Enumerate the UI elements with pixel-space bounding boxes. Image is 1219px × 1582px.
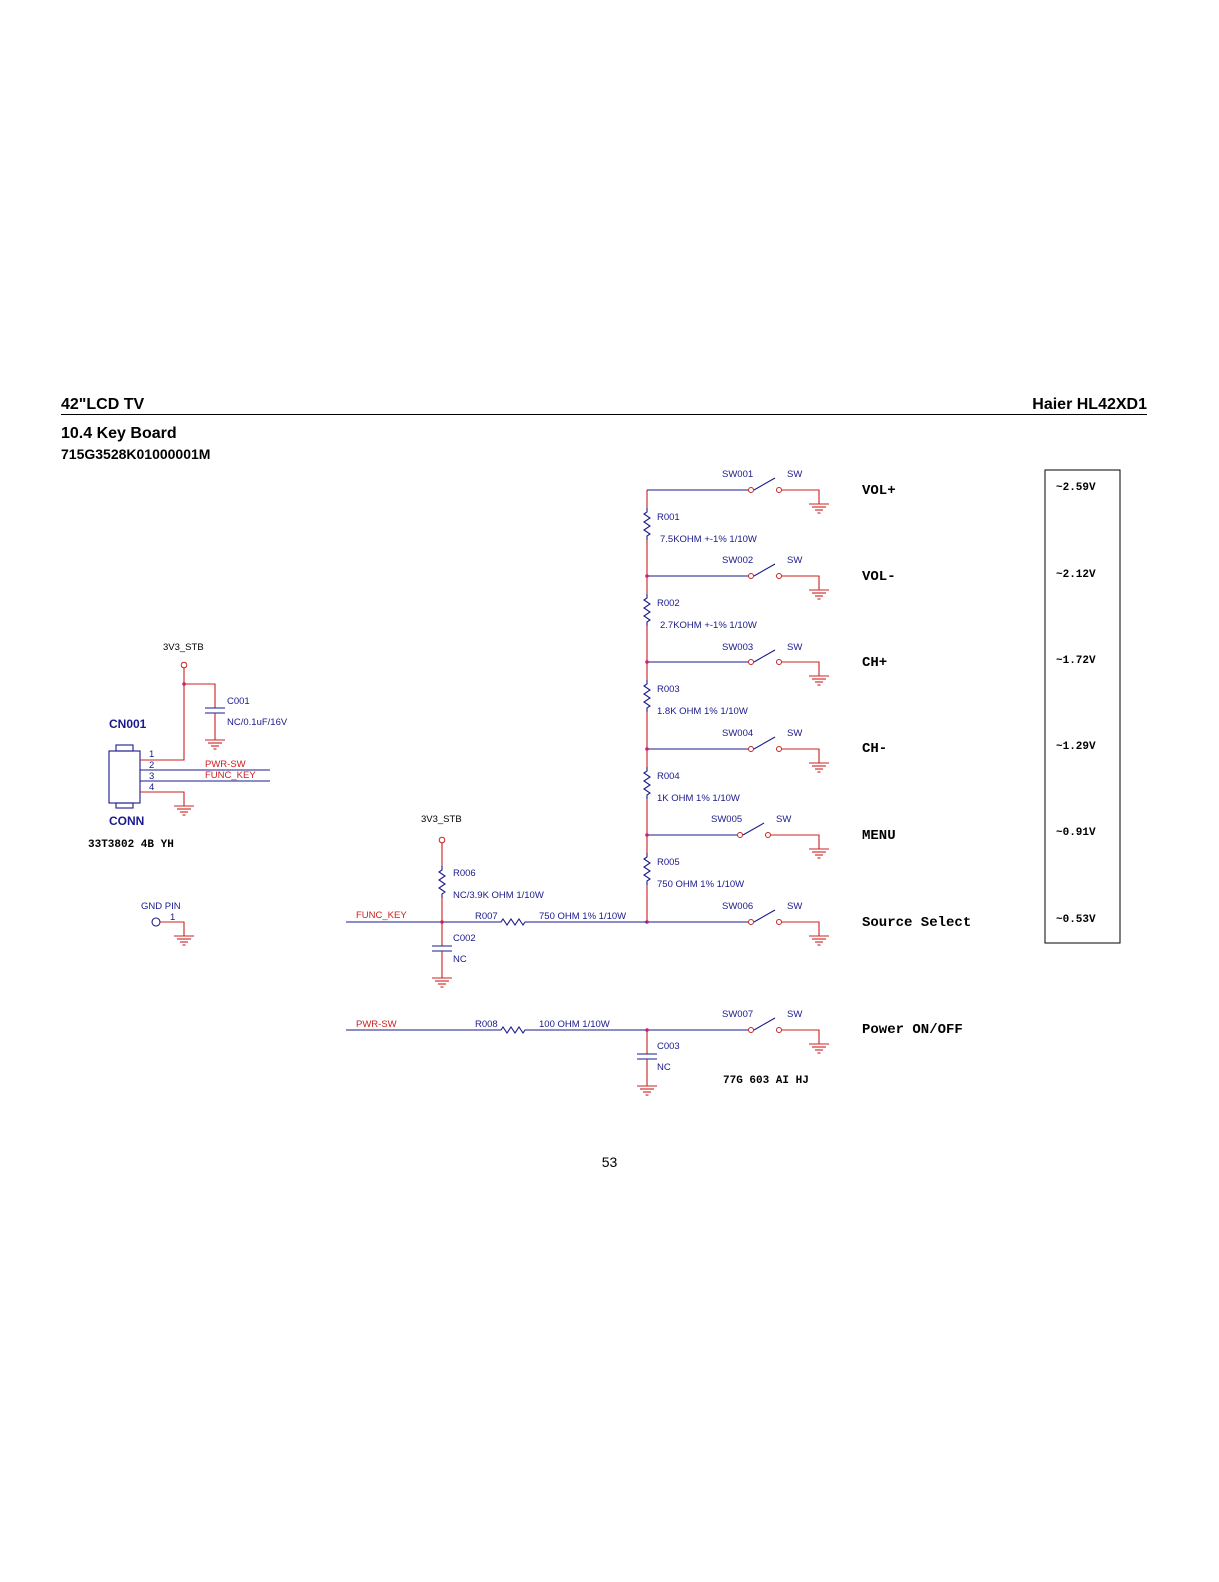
c003-ref: C003 — [657, 1041, 680, 1052]
net-pwr-sw-b: PWR-SW — [356, 1019, 397, 1030]
c002-value: NC — [453, 954, 467, 965]
gnd-pin-pad — [151, 917, 161, 927]
sw003-ref: SW003 — [722, 642, 753, 653]
gnd-pin-label: GND PIN — [141, 901, 181, 912]
key-label-vol-minus: VOL- — [862, 569, 896, 585]
key-label-ch-minus: CH- — [862, 741, 887, 757]
c001-value: NC/0.1uF/16V — [227, 717, 288, 728]
board-part-number: 715G3528K01000001M — [61, 446, 211, 462]
connector-pin-wires — [140, 684, 270, 800]
key-label-vol-plus: VOL+ — [862, 483, 896, 499]
switch-part-number: 77G 603 AI HJ — [723, 1075, 809, 1087]
resistor-r007 — [496, 918, 530, 926]
sw004-type: SW — [787, 728, 802, 739]
r004-ref: R004 — [657, 771, 680, 782]
section-title: 10.4 Key Board — [61, 425, 177, 442]
r007-ref: R007 — [475, 911, 498, 922]
r005-value: 750 OHM 1% 1/10W — [657, 879, 744, 890]
resistor-r005 — [643, 852, 651, 886]
resistor-r002 — [643, 593, 651, 627]
r003-value: 1.8K OHM 1% 1/10W — [657, 706, 748, 717]
power-port-3v3-a — [180, 661, 188, 669]
key-label-ch-plus: CH+ — [862, 655, 887, 671]
r002-value: 2.7KOHM +-1% 1/10W — [660, 620, 757, 631]
sw005-type: SW — [776, 814, 791, 825]
r008-value: 100 OHM 1/10W — [539, 1019, 610, 1030]
connector-type: CONN — [109, 814, 144, 828]
c003-value: NC — [657, 1062, 671, 1073]
connector-pin-4: 4 — [149, 782, 154, 793]
sw005-ref: SW005 — [711, 814, 742, 825]
net-3v3-stb-b: 3V3_STB — [421, 814, 462, 825]
capacitor-c003 — [637, 1030, 657, 1080]
switch-row-sw005 — [645, 822, 830, 859]
switch-row-sw007 — [748, 1017, 830, 1054]
net-pwr-sw-a: PWR-SW — [205, 759, 246, 770]
document-brand-model: Haier HL42XD1 — [1032, 396, 1147, 413]
resistor-r006 — [438, 865, 446, 899]
sw004-ref: SW004 — [722, 728, 753, 739]
voltage-source-select: ~0.53V — [1056, 914, 1096, 926]
net-func-key-a: FUNC_KEY — [205, 770, 256, 781]
c001-ref: C001 — [227, 696, 250, 707]
voltage-menu: ~0.91V — [1056, 827, 1096, 839]
r006-ref: R006 — [453, 868, 476, 879]
c002-ref: C002 — [453, 933, 476, 944]
voltage-vol-plus: ~2.59V — [1056, 482, 1096, 494]
switch-row-sw002 — [645, 563, 830, 600]
net-func-key-b: FUNC_KEY — [356, 910, 407, 921]
gnd-pin-number: 1 — [170, 912, 175, 923]
r008-ref: R008 — [475, 1019, 498, 1030]
capacitor-c002 — [432, 922, 452, 972]
voltage-vol-minus: ~2.12V — [1056, 569, 1096, 581]
sw003-type: SW — [787, 642, 802, 653]
sw001-type: SW — [787, 469, 802, 480]
voltage-ch-minus: ~1.29V — [1056, 741, 1096, 753]
connector-cn001-body — [108, 744, 141, 809]
net-3v3-stb-a: 3V3_STB — [163, 642, 204, 653]
r003-ref: R003 — [657, 684, 680, 695]
key-label-source-select: Source Select — [862, 915, 971, 931]
r004-value: 1K OHM 1% 1/10W — [657, 793, 740, 804]
document-model-title: 42"LCD TV — [61, 396, 145, 413]
sw006-ref: SW006 — [722, 901, 753, 912]
sw006-type: SW — [787, 901, 802, 912]
connector-ref: CN001 — [109, 717, 147, 731]
resistor-r001 — [643, 507, 651, 541]
sw007-type: SW — [787, 1009, 802, 1020]
sw002-ref: SW002 — [722, 555, 753, 566]
switch-row-sw003 — [645, 649, 830, 686]
sw001-ref: SW001 — [722, 469, 753, 480]
resistor-r004 — [643, 766, 651, 800]
sw007-ref: SW007 — [722, 1009, 753, 1020]
connector-part-number: 33T3802 4B YH — [88, 839, 174, 851]
switch-row-sw004 — [645, 736, 830, 773]
r005-ref: R005 — [657, 857, 680, 868]
switch-row-sw001 — [647, 477, 830, 514]
key-label-power: Power ON/OFF — [862, 1022, 963, 1038]
page-number: 53 — [601, 1154, 618, 1170]
connector-pin-3: 3 — [149, 771, 154, 782]
sw002-type: SW — [787, 555, 802, 566]
connector-pin-1: 1 — [149, 749, 154, 760]
key-label-menu: MENU — [862, 828, 896, 844]
power-port-3v3-b — [438, 836, 446, 844]
r001-ref: R001 — [657, 512, 680, 523]
capacitor-c001 — [184, 683, 225, 734]
connector-pin-2: 2 — [149, 760, 154, 771]
r002-ref: R002 — [657, 598, 680, 609]
r006-value: NC/3.9K OHM 1/10W — [453, 890, 544, 901]
r001-value: 7.5KOHM +-1% 1/10W — [660, 534, 757, 545]
voltage-table-box — [1044, 469, 1121, 944]
resistor-r003 — [643, 679, 651, 713]
switch-row-sw006 — [645, 909, 830, 946]
voltage-ch-plus: ~1.72V — [1056, 655, 1096, 667]
header-rule — [61, 414, 1147, 415]
resistor-r008 — [496, 1026, 530, 1034]
r007-value: 750 OHM 1% 1/10W — [539, 911, 626, 922]
